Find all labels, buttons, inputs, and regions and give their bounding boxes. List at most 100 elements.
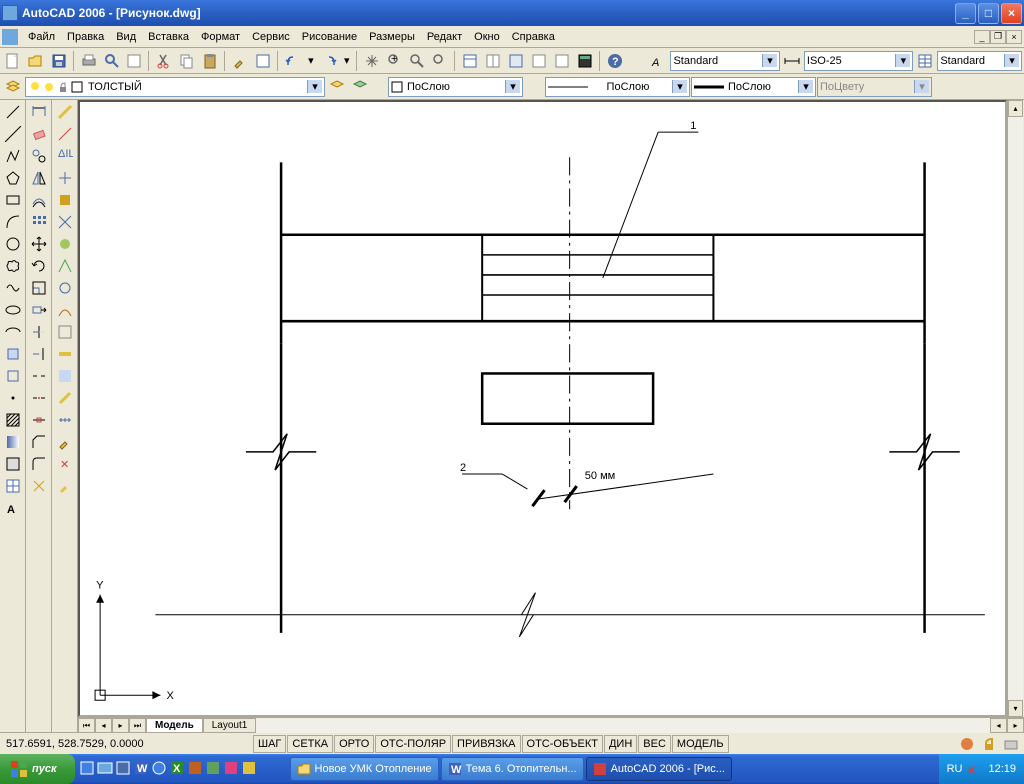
help-button[interactable]: ? (604, 50, 626, 72)
array-button[interactable] (27, 211, 51, 233)
ql-tc-icon[interactable] (79, 760, 97, 778)
laymcur-button[interactable] (349, 76, 371, 98)
mdi-restore-button[interactable]: ❐ (990, 30, 1006, 44)
redo-button[interactable] (318, 50, 340, 72)
arc-button[interactable] (1, 211, 25, 233)
matchprop-button[interactable] (229, 50, 251, 72)
tool11-button[interactable] (53, 321, 77, 343)
explode-button[interactable] (27, 475, 51, 497)
cut-button[interactable] (153, 50, 175, 72)
revcloud-button[interactable] (1, 255, 25, 277)
ql-app4-icon[interactable] (241, 760, 259, 778)
scroll-left-button[interactable]: ◂ (990, 718, 1007, 733)
dyn-toggle[interactable]: ДИН (604, 735, 637, 753)
color-combo[interactable]: ПоСлою▾ (388, 77, 523, 97)
extend-button[interactable] (27, 343, 51, 365)
otrack-toggle[interactable]: ОТС-ОБЪЕКТ (522, 735, 603, 753)
ql-app2-icon[interactable] (205, 760, 223, 778)
mtext-button[interactable]: A (1, 497, 25, 519)
publish-button[interactable] (124, 50, 146, 72)
quickcalc-button[interactable] (574, 50, 596, 72)
tool8-button[interactable] (53, 255, 77, 277)
tablestyle-combo[interactable]: Standard▾ (937, 51, 1022, 71)
block-button[interactable] (1, 365, 25, 387)
h-scrollbar[interactable]: ⏮ ◂ ▸ ⏭ Модель Layout1 ◂ ▸ (78, 717, 1024, 733)
task-autocad[interactable]: AutoCAD 2006 - [Рис... (586, 757, 732, 781)
ql-app1-icon[interactable] (187, 760, 205, 778)
table-button[interactable] (1, 475, 25, 497)
layers-button[interactable] (2, 76, 24, 98)
tool14-button[interactable] (53, 387, 77, 409)
pan-button[interactable] (361, 50, 383, 72)
layer-combo[interactable]: ТОЛСТЫЙ ▾ (25, 77, 325, 97)
qnew-button[interactable] (2, 50, 24, 72)
fillet-button[interactable] (27, 453, 51, 475)
designcenter-button[interactable] (482, 50, 504, 72)
zoomprev-button[interactable] (429, 50, 451, 72)
preview-button[interactable] (101, 50, 123, 72)
chamfer-button[interactable] (27, 431, 51, 453)
lineweight-combo[interactable]: ПоСлою▾ (691, 77, 816, 97)
dimstyle-combo[interactable]: ISO-25▾ (804, 51, 914, 71)
ellipsearc-button[interactable] (1, 321, 25, 343)
maximize-button[interactable]: □ (978, 3, 999, 24)
region-button[interactable] (1, 453, 25, 475)
print-button[interactable] (78, 50, 100, 72)
ql-ie-icon[interactable] (151, 760, 169, 778)
tool7-button[interactable] (53, 233, 77, 255)
snap-toggle[interactable]: ШАГ (253, 735, 286, 753)
blockeditor-button[interactable] (252, 50, 274, 72)
menu-format[interactable]: Формат (195, 29, 246, 45)
save-button[interactable] (48, 50, 70, 72)
tab-last-button[interactable]: ⏭ (129, 718, 146, 733)
menu-dim[interactable]: Размеры (363, 29, 421, 45)
menu-view[interactable]: Вид (110, 29, 142, 45)
zoomrt-button[interactable]: + (384, 50, 406, 72)
insert-button[interactable] (1, 343, 25, 365)
mirror-button[interactable] (27, 167, 51, 189)
tray-kaspersky-icon[interactable]: K (968, 762, 982, 776)
tray-icon[interactable] (1000, 733, 1022, 755)
undo-dd-button[interactable]: ▾ (305, 50, 317, 72)
point-button[interactable] (1, 387, 25, 409)
tool12-button[interactable] (53, 343, 77, 365)
sheetset-button[interactable] (528, 50, 550, 72)
circle-button[interactable] (1, 233, 25, 255)
scale-button[interactable] (27, 277, 51, 299)
linetype-combo[interactable]: ПоСлою▾ (545, 77, 690, 97)
polygon-button[interactable] (1, 167, 25, 189)
markup-button[interactable] (551, 50, 573, 72)
layerprev-button[interactable] (326, 76, 348, 98)
menu-insert[interactable]: Вставка (142, 29, 195, 45)
xline-button[interactable] (1, 123, 25, 145)
lwt-toggle[interactable]: ВЕС (638, 735, 671, 753)
minimize-button[interactable]: _ (955, 3, 976, 24)
stretch-button[interactable] (27, 299, 51, 321)
tab-first-button[interactable]: ⏮ (78, 718, 95, 733)
menu-tools[interactable]: Сервис (246, 29, 296, 45)
scroll-down-button[interactable]: ▾ (1008, 700, 1023, 717)
tool3-button[interactable]: ΔIL (53, 145, 77, 167)
menu-edit[interactable]: Правка (61, 29, 110, 45)
osnap-toggle[interactable]: ПРИВЯЗКА (452, 735, 520, 753)
menu-draw[interactable]: Рисование (296, 29, 363, 45)
paste-button[interactable] (199, 50, 221, 72)
erase-button[interactable] (27, 123, 51, 145)
properties-button[interactable] (459, 50, 481, 72)
menu-window[interactable]: Окно (468, 29, 506, 45)
spline-button[interactable] (1, 277, 25, 299)
ql-desktop-icon[interactable] (97, 760, 115, 778)
tab-layout1[interactable]: Layout1 (203, 718, 257, 733)
textstyle-combo[interactable]: Standard▾ (670, 51, 780, 71)
tool9-button[interactable] (53, 277, 77, 299)
tablestyle-icon[interactable] (914, 50, 936, 72)
grid-toggle[interactable]: СЕТКА (287, 735, 333, 753)
scroll-up-button[interactable]: ▴ (1008, 100, 1023, 117)
tool18-button[interactable] (53, 475, 77, 497)
tool16-button[interactable] (53, 431, 77, 453)
menu-modify[interactable]: Редакт (421, 29, 468, 45)
gradient-button[interactable] (1, 431, 25, 453)
dimlinear-button[interactable] (27, 101, 51, 123)
ql-excel-icon[interactable]: X (169, 760, 187, 778)
lock-icon[interactable] (978, 733, 1000, 755)
